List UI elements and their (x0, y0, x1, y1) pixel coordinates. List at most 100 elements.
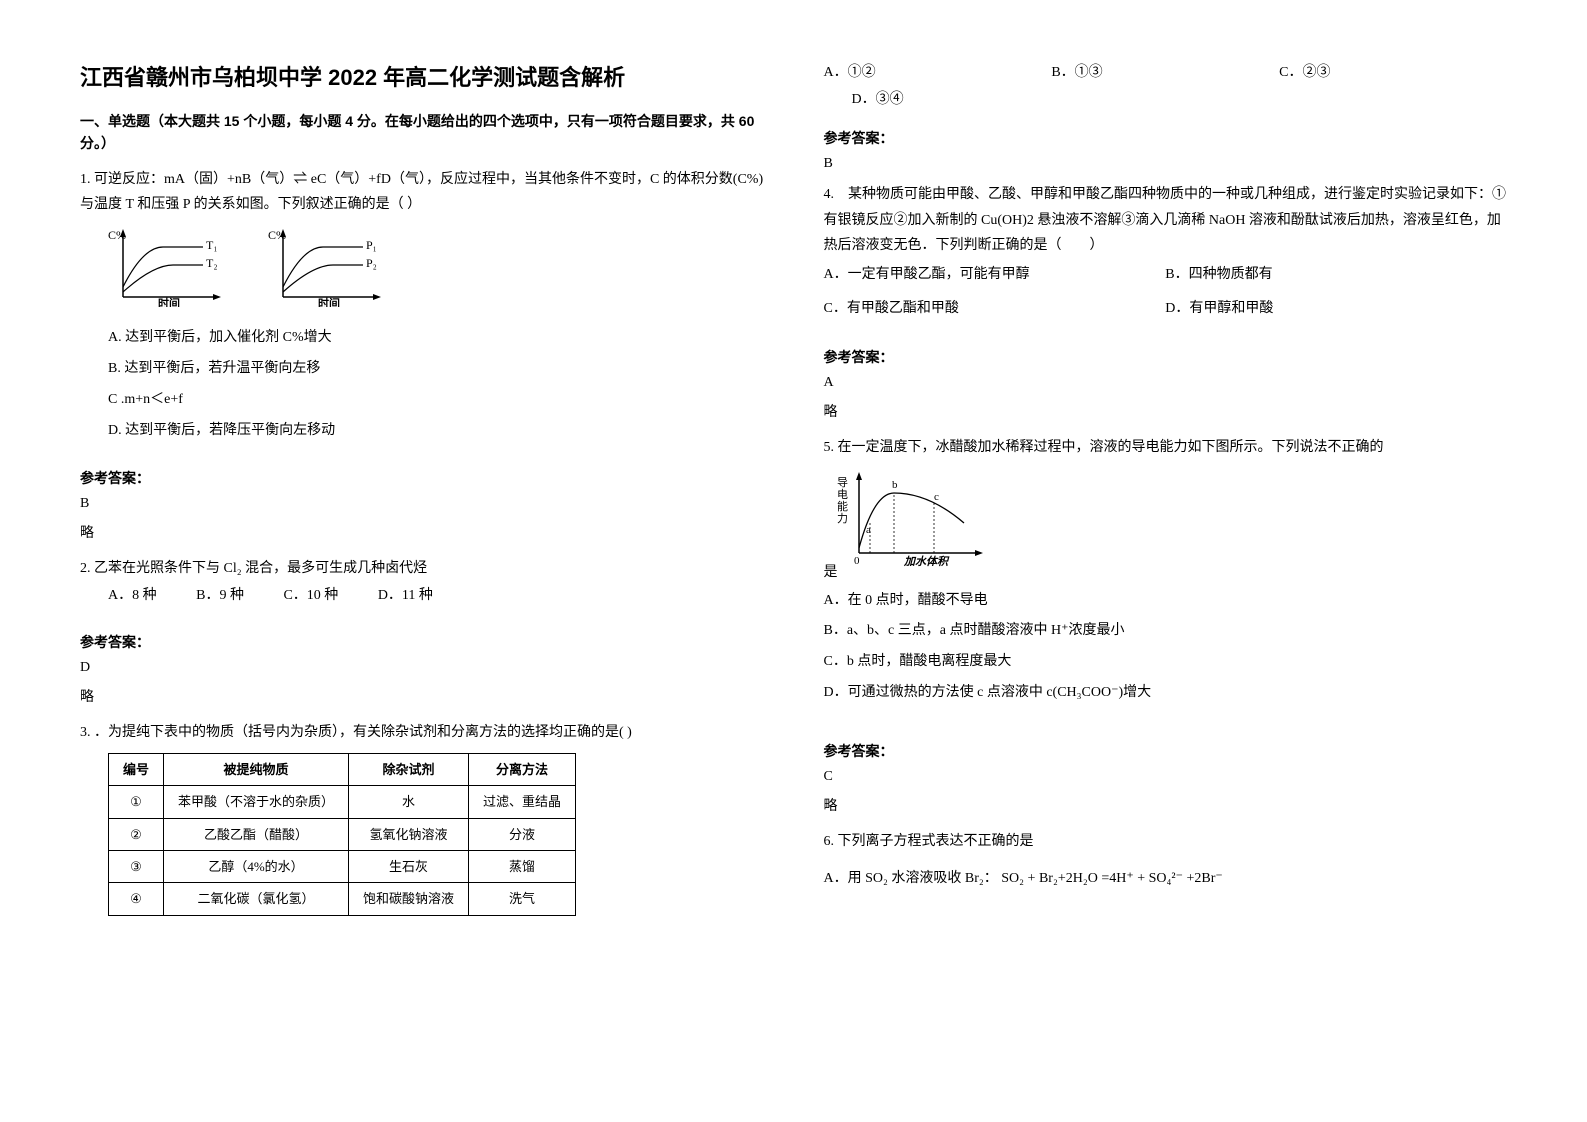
chart-origin: 0 (854, 555, 860, 567)
q1-option-c: C .m+n＜e+f (108, 385, 764, 416)
table-header: 被提纯物质 (164, 753, 349, 785)
q1-chart-1: C% T₁ T₂ 时间 (108, 227, 228, 307)
question-2: 2. 乙苯在光照条件下与 Cl₂ 混合，最多可生成几种卤代烃 A．8 种 B．9… (80, 556, 764, 609)
q2-note: 略 (80, 686, 764, 706)
q1-answer: B (80, 496, 764, 512)
section-header: 一、单选题（本大题共 15 个小题，每小题 4 分。在每小题给出的四个选项中，只… (80, 110, 764, 155)
q3-option-b: B．①③ (1051, 60, 1279, 85)
chart-point-c: c (934, 491, 939, 503)
table-cell: 氢氧化钠溶液 (349, 818, 469, 850)
q6-text: 6. 下列离子方程式表达不正确的是 (824, 829, 1508, 854)
question-1: 1. 可逆反应：mA（固）+nB（气）⇌ eC（气）+fD（气），反应过程中，当… (80, 167, 764, 447)
q2-option-d: D．11 种 (378, 588, 433, 603)
chart-line-t1: T₁ (206, 238, 218, 252)
q4-option-d: D．有甲醇和甲酸 (1165, 292, 1507, 326)
q1-option-a: A. 达到平衡后，加入催化剂 C%增大 (108, 323, 764, 354)
table-cell: 乙酸乙酯（醋酸） (164, 818, 349, 850)
q4-option-b: B．四种物质都有 (1165, 258, 1507, 292)
table-row: ③ 乙醇（4%的水） 生石灰 蒸馏 (109, 850, 576, 882)
table-header: 分离方法 (469, 753, 576, 785)
table-cell: ② (109, 818, 164, 850)
table-cell: 苯甲酸（不溶于水的杂质） (164, 786, 349, 818)
q1-diagrams: C% T₁ T₂ 时间 C% P₁ P₂ 时间 (80, 227, 764, 307)
q1-text: 1. 可逆反应：mA（固）+nB（气）⇌ eC（气）+fD（气），反应过程中，当… (80, 167, 764, 217)
q2-option-c: C．10 种 (283, 588, 338, 603)
q4-options: A．一定有甲酸乙酯，可能有甲醇 B．四种物质都有 C．有甲酸乙酯和甲酸 D．有甲… (824, 258, 1508, 325)
chart-ylabel-3: 能 (837, 499, 848, 513)
q1-option-b: B. 达到平衡后，若升温平衡向左移 (108, 354, 764, 385)
table-cell: 洗气 (469, 883, 576, 915)
q3-answer-label: 参考答案： (824, 128, 1508, 148)
q3-option-c: C．②③ (1279, 60, 1507, 85)
q4-option-a: A．一定有甲酸乙酯，可能有甲醇 (824, 258, 1166, 292)
table-cell: 二氧化碳（氯化氢） (164, 883, 349, 915)
q2-option-b: B．9 种 (196, 588, 244, 603)
q1-options: A. 达到平衡后，加入催化剂 C%增大 B. 达到平衡后，若升温平衡向左移 C … (80, 323, 764, 446)
q5-option-c: C．b 点时，醋酸电离程度最大 (824, 647, 1508, 678)
q4-answer-label: 参考答案： (824, 347, 1508, 367)
q2-answer-label: 参考答案： (80, 632, 764, 652)
table-cell: 过滤、重结晶 (469, 786, 576, 818)
chart-line-t2: T₂ (206, 256, 218, 270)
table-cell: 生石灰 (349, 850, 469, 882)
q5-option-d: D．可通过微热的方法使 c 点溶液中 c(CH₃COO⁻)增大 (824, 678, 1508, 709)
q5-option-b: B．a、b、c 三点，a 点时醋酸溶液中 H⁺浓度最小 (824, 616, 1508, 647)
q5-text: 5. 在一定温度下，冰醋酸加水稀释过程中，溶液的导电能力如下图所示。下列说法不正… (824, 435, 1508, 460)
q1-answer-label: 参考答案： (80, 468, 764, 488)
chart-ylabel-1: 导 (837, 476, 848, 489)
q2-answer: D (80, 660, 764, 676)
chart-xlabel: 时间 (158, 296, 180, 307)
chart-ylabel: C% (268, 228, 286, 242)
chart-line-p2: P₂ (366, 256, 377, 270)
page-title: 江西省赣州市乌柏坝中学 2022 年高二化学测试题含解析 (80, 60, 764, 92)
question-5: 5. 在一定温度下，冰醋酸加水稀释过程中，溶液的导电能力如下图所示。下列说法不正… (824, 435, 1508, 709)
chart-xlabel: 加水体积 (903, 555, 950, 568)
question-6: 6. 下列离子方程式表达不正确的是 A．用 SO₂ 水溶液吸收 Br₂： SO₂… (824, 829, 1508, 891)
q2-option-a: A．8 种 (108, 588, 157, 603)
q5-options: A．在 0 点时，醋酸不导电 B．a、b、c 三点，a 点时醋酸溶液中 H⁺浓度… (824, 586, 1508, 709)
q4-note: 略 (824, 401, 1508, 421)
q5-answer-label: 参考答案： (824, 741, 1508, 761)
q3-text: 3. ．为提纯下表中的物质（括号内为杂质），有关除杂试剂和分离方法的选择均正确的… (80, 720, 764, 745)
table-row: ④ 二氧化碳（氯化氢） 饱和碳酸钠溶液 洗气 (109, 883, 576, 915)
table-header-row: 编号 被提纯物质 除杂试剂 分离方法 (109, 753, 576, 785)
q1-option-d: D. 达到平衡后，若降压平衡向左移动 (108, 416, 764, 447)
q3-options-row1: A．①② B．①③ C．②③ (824, 60, 1508, 85)
q3-option-a: A．①② (824, 60, 1052, 85)
table-cell: 分液 (469, 818, 576, 850)
q5-option-a: A．在 0 点时，醋酸不导电 (824, 586, 1508, 617)
q1-note: 略 (80, 522, 764, 542)
q6-option-a: A．用 SO₂ 水溶液吸收 Br₂： SO₂ + Br₂+2H₂O =4H⁺ +… (824, 866, 1508, 891)
chart-ylabel: C% (108, 228, 126, 242)
q1-chart-2: C% P₁ P₂ 时间 (268, 227, 388, 307)
table-cell: 饱和碳酸钠溶液 (349, 883, 469, 915)
chart-point-b: b (892, 479, 898, 491)
q4-text: 4. 某种物质可能由甲酸、乙酸、甲醇和甲酸乙酯四种物质中的一种或几种组成，进行鉴… (824, 182, 1508, 258)
table-row: ① 苯甲酸（不溶于水的杂质） 水 过滤、重结晶 (109, 786, 576, 818)
chart-point-a: a (866, 524, 871, 536)
table-cell: 蒸馏 (469, 850, 576, 882)
q3-option-d: D．③④ (824, 87, 1508, 112)
table-row: ② 乙酸乙酯（醋酸） 氢氧化钠溶液 分液 (109, 818, 576, 850)
q4-answer: A (824, 375, 1508, 391)
table-cell: 水 (349, 786, 469, 818)
q3-table: 编号 被提纯物质 除杂试剂 分离方法 ① 苯甲酸（不溶于水的杂质） 水 过滤、重… (108, 753, 576, 916)
chart-xlabel: 时间 (318, 296, 340, 307)
q5-chart: a b c 0 导 电 能 力 加水体积 (834, 468, 994, 568)
q3-answer: B (824, 156, 1508, 172)
right-column: A．①② B．①③ C．②③ D．③④ 参考答案： B 4. 某种物质可能由甲酸… (824, 60, 1508, 1062)
table-header: 编号 (109, 753, 164, 785)
table-cell: ④ (109, 883, 164, 915)
q2-options: A．8 种 B．9 种 C．10 种 D．11 种 (80, 582, 764, 610)
table-header: 除杂试剂 (349, 753, 469, 785)
chart-ylabel-4: 力 (837, 512, 848, 525)
q5-answer: C (824, 769, 1508, 785)
table-cell: 乙醇（4%的水） (164, 850, 349, 882)
chart-line-p1: P₁ (366, 238, 377, 252)
q5-note: 略 (824, 795, 1508, 815)
chart-ylabel-2: 电 (837, 488, 848, 501)
table-cell: ① (109, 786, 164, 818)
question-3: 3. ．为提纯下表中的物质（括号内为杂质），有关除杂试剂和分离方法的选择均正确的… (80, 720, 764, 928)
question-4: 4. 某种物质可能由甲酸、乙酸、甲醇和甲酸乙酯四种物质中的一种或几种组成，进行鉴… (824, 182, 1508, 325)
table-cell: ③ (109, 850, 164, 882)
